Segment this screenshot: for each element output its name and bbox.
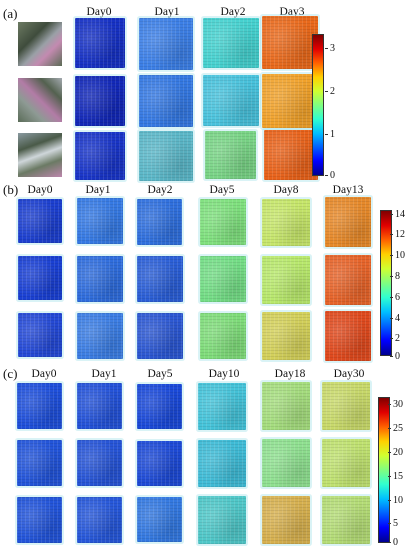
- colorbar-tick-label: 12: [390, 229, 405, 240]
- panel-b-col-label: Day5: [209, 184, 235, 196]
- satellite-photo: [18, 78, 62, 122]
- heatmap-tile: [200, 313, 246, 359]
- heatmap-tile: [17, 497, 62, 543]
- heatmap-tile: [203, 75, 259, 126]
- heatmap-tile: [262, 439, 310, 487]
- heatmap-tile: [18, 199, 62, 243]
- panel-c-col-label: Day18: [274, 368, 306, 380]
- satellite-photo: [18, 133, 62, 177]
- colorbar: [380, 210, 392, 356]
- heatmap-tile: [17, 383, 62, 429]
- colorbar-tick-label: 0: [325, 170, 335, 181]
- satellite-photo: [18, 22, 62, 66]
- panel-c-col-label: Day0: [31, 368, 57, 380]
- heatmap-tile: [18, 256, 62, 300]
- panel-c-label: (c): [3, 366, 18, 381]
- panel-c-col-label: Day30: [333, 368, 365, 380]
- heatmap-tile: [137, 313, 183, 359]
- heatmap-tile: [18, 313, 62, 357]
- colorbar-tick-label: 6: [390, 292, 400, 303]
- heatmap-tile: [17, 440, 62, 486]
- panel-b-col-label: Day13: [332, 184, 364, 196]
- heatmap-tile: [77, 383, 122, 429]
- heatmap-tile: [77, 440, 122, 486]
- heatmap-tile: [262, 382, 310, 430]
- panel-c-col-label: Day10: [208, 368, 240, 380]
- colorbar-tick-label: 14: [390, 209, 405, 220]
- heatmap-tile: [262, 74, 318, 128]
- heatmap-tile: [200, 256, 246, 302]
- heatmap-tile: [75, 132, 125, 180]
- heatmap-tile: [203, 18, 259, 68]
- panel-b-col-label: Day8: [273, 184, 299, 196]
- heatmap-tile: [200, 199, 246, 245]
- heatmap-tile: [262, 312, 310, 360]
- colorbar-tick-label: 3: [325, 43, 335, 54]
- colorbar-tick-label: 15: [388, 471, 403, 482]
- colorbar-tick-label: 10: [388, 495, 403, 506]
- heatmap-tile: [137, 199, 182, 245]
- colorbar-tick-label: 2: [390, 333, 400, 344]
- heatmap-tile: [262, 199, 310, 246]
- heatmap-tile: [139, 131, 193, 181]
- panel-c-col-label: Day1: [91, 368, 117, 380]
- panel-a-col-label: Day3: [279, 6, 305, 18]
- panel-b-label: (b): [3, 182, 19, 197]
- colorbar: [378, 397, 390, 543]
- colorbar-tick-label: 0: [390, 351, 400, 362]
- heatmap-tile: [325, 311, 371, 361]
- heatmap-tile: [137, 497, 182, 542]
- colorbar-tick-label: 2: [325, 86, 335, 97]
- heatmap-tile: [77, 256, 123, 302]
- colorbar-tick-label: 25: [388, 423, 403, 434]
- heatmap-tile: [198, 383, 246, 430]
- heatmap-tile: [139, 75, 193, 127]
- heatmap-tile: [262, 16, 318, 69]
- panel-b-col-label: Day0: [27, 184, 53, 196]
- heatmap-tile: [262, 256, 310, 304]
- heatmap-tile: [325, 197, 371, 247]
- heatmap-tile: [139, 18, 193, 70]
- panel-a-col-label: Day0: [86, 6, 112, 18]
- colorbar-tick-label: 0: [388, 537, 398, 548]
- panel-c-col-label: Day5: [147, 368, 173, 380]
- colorbar-tick-label: 4: [390, 313, 400, 324]
- heatmap-tile: [77, 497, 122, 543]
- heatmap-tile: [75, 18, 125, 68]
- colorbar-tick-label: 8: [390, 271, 400, 282]
- panel-b-col-label: Day2: [147, 184, 173, 196]
- panel-a-col-label: Day2: [220, 6, 246, 18]
- colorbar-tick-label: 10: [390, 250, 405, 261]
- heatmap-tile: [77, 313, 123, 359]
- colorbar-tick-label: 30: [388, 399, 403, 410]
- heatmap-tile: [322, 496, 370, 544]
- heatmap-tile: [322, 439, 370, 487]
- heatmap-tile: [75, 76, 125, 126]
- heatmap-tile: [137, 256, 183, 302]
- panel-a-label: (a): [3, 6, 18, 21]
- heatmap-tile: [264, 130, 318, 180]
- heatmap-tile: [325, 255, 371, 305]
- heatmap-tile: [77, 198, 123, 244]
- heatmap-tile: [137, 441, 182, 486]
- panel-b-col-label: Day1: [85, 184, 111, 196]
- panel-a-col-label: Day1: [154, 6, 180, 18]
- heatmap-tile: [322, 382, 370, 430]
- heatmap-tile: [198, 496, 246, 544]
- heatmap-tile: [262, 496, 310, 544]
- heatmap-tile: [137, 384, 182, 429]
- heatmap-tile: [198, 440, 246, 487]
- colorbar: [312, 34, 324, 176]
- colorbar-tick-label: 1: [325, 129, 335, 140]
- colorbar-tick-label: 20: [388, 447, 403, 458]
- colorbar-tick-label: 5: [388, 518, 398, 529]
- heatmap-tile: [205, 131, 256, 179]
